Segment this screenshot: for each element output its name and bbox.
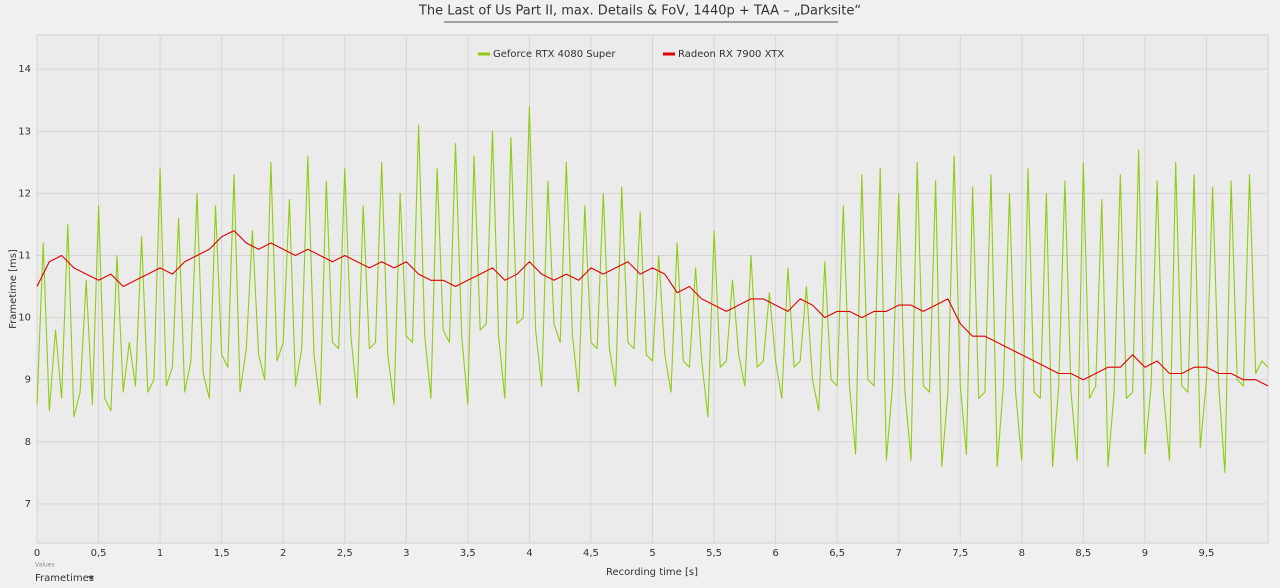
values-label: Values [35, 562, 55, 569]
x-tick-label: 2,5 [337, 548, 353, 559]
x-tick-label: 5 [649, 548, 655, 559]
x-axis-label: Recording time [s] [606, 567, 698, 578]
y-tick-label: 11 [18, 250, 31, 261]
series-line [36, 230, 1269, 387]
x-tick-label: 4 [526, 548, 532, 559]
y-tick-label: 7 [25, 499, 31, 510]
legend-label: Radeon RX 7900 XTX [678, 49, 784, 60]
y-axis-label: Frametime [ms] [8, 249, 19, 329]
chart-title: The Last of Us Part II, max. Details & F… [418, 4, 861, 19]
x-tick-label: 1 [157, 548, 163, 559]
x-tick-label: 7,5 [952, 548, 968, 559]
x-tick-label: 4,5 [583, 548, 599, 559]
frametimes-select[interactable]: Frametimes [35, 573, 94, 584]
x-tick-label: 0 [34, 548, 40, 559]
dropdown-arrow[interactable] [88, 576, 94, 580]
y-tick-label: 13 [18, 126, 31, 137]
legend-label: Geforce RTX 4080 Super [493, 49, 616, 60]
x-tick-label: 8,5 [1075, 548, 1091, 559]
y-tick-label: 14 [18, 64, 31, 75]
x-tick-label: 7 [896, 548, 902, 559]
x-tick-label: 1,5 [214, 548, 230, 559]
x-tick-label: 0,5 [91, 548, 107, 559]
x-tick-label: 3 [403, 548, 409, 559]
y-tick-label: 10 [18, 313, 31, 324]
x-tick-label: 8 [1019, 548, 1025, 559]
x-tick-label: 6 [772, 548, 778, 559]
x-tick-label: 2 [280, 548, 286, 559]
x-tick-label: 9 [1142, 548, 1148, 559]
y-tick-label: 12 [18, 188, 31, 199]
x-tick-label: 6,5 [829, 548, 845, 559]
y-tick-label: 9 [25, 375, 31, 386]
series-line [36, 105, 1269, 474]
y-tick-label: 8 [25, 437, 31, 448]
select-label[interactable]: Frametimes [35, 573, 94, 584]
x-tick-label: 5,5 [706, 548, 722, 559]
legend: Geforce RTX 4080 Super Radeon RX 7900 XTX [478, 49, 784, 60]
x-tick-label: 9,5 [1198, 548, 1214, 559]
x-tick-label: 3,5 [460, 548, 476, 559]
